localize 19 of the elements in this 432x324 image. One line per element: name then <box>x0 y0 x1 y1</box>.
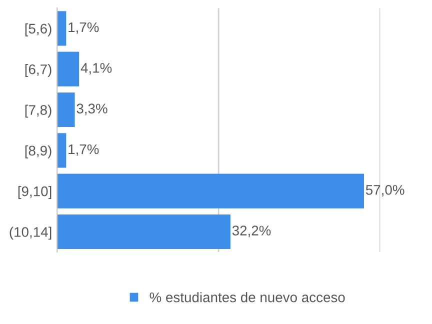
y-tick-label: [8,9) <box>25 145 52 158</box>
bar <box>57 214 230 250</box>
bar <box>57 92 75 128</box>
bar <box>57 11 66 46</box>
bar <box>57 133 66 168</box>
bar <box>57 52 80 86</box>
y-tick-label: [6,7) <box>25 64 52 78</box>
data-label: 1,7% <box>68 144 99 156</box>
data-label: 1,7% <box>68 22 99 34</box>
data-label: 32,2% <box>232 226 271 238</box>
data-label: 4,1% <box>80 63 112 74</box>
bar <box>57 174 364 208</box>
data-label: 57,0% <box>366 184 404 196</box>
y-tick-label: [7,8) <box>25 104 52 118</box>
data-label: 3,3% <box>76 104 108 116</box>
y-tick-label: [5,6) <box>25 23 52 36</box>
y-tick-label: [9,10] <box>18 186 52 199</box>
legend-label: % estudiantes de nuevo acceso <box>150 292 345 302</box>
y-tick-label: (10,14] <box>10 226 52 240</box>
